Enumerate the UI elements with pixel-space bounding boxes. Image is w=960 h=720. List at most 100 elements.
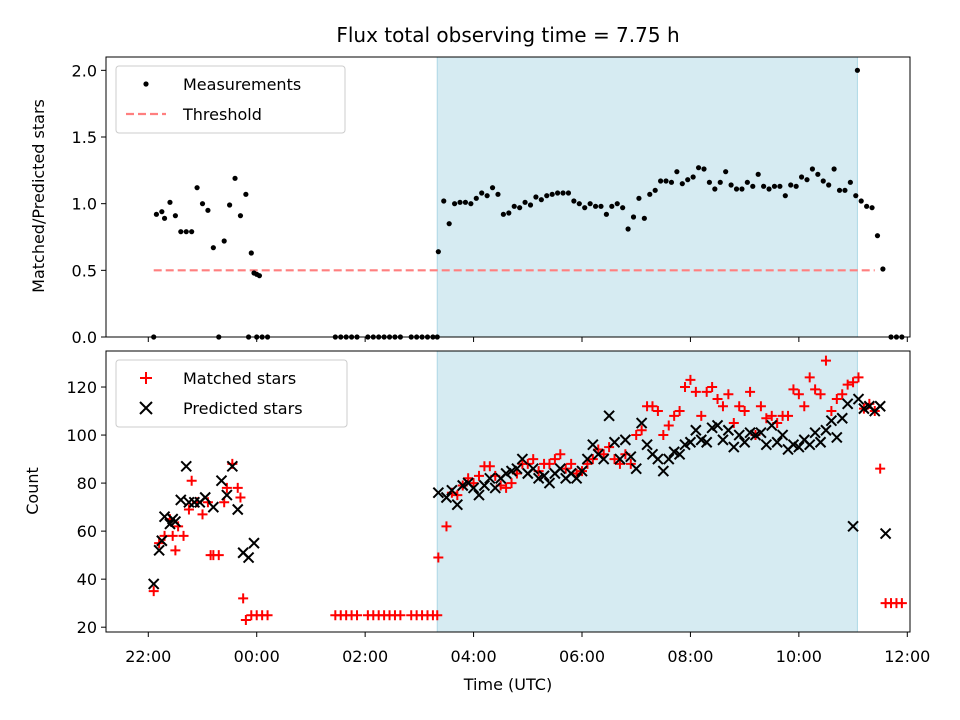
data-point (848, 377, 859, 388)
data-point (825, 414, 838, 427)
data-point (684, 436, 697, 448)
data-point (847, 520, 859, 533)
data-point (712, 186, 718, 192)
data-point (619, 434, 632, 446)
y-tick-label: 60 (77, 522, 97, 541)
data-point (711, 419, 724, 432)
data-point (522, 199, 528, 205)
data-point (232, 175, 238, 181)
data-point (167, 199, 173, 205)
data-point (495, 191, 501, 197)
data-point (441, 198, 447, 204)
data-point (180, 460, 192, 472)
legend: Matched stars Predicted stars (115, 359, 348, 428)
data-point (788, 182, 794, 188)
data-point (435, 249, 441, 255)
data-point (669, 410, 680, 421)
legend-marker (140, 372, 152, 384)
axes-frame (105, 56, 911, 338)
data-point (189, 229, 195, 235)
data-point (215, 474, 228, 487)
x-tick-label: 02:00 (342, 647, 388, 666)
data-point (462, 199, 469, 205)
data-point (254, 271, 260, 277)
data-point (728, 418, 739, 429)
data-point (467, 482, 480, 494)
data-point (820, 178, 826, 184)
data-point (451, 499, 464, 511)
data-point (148, 586, 159, 597)
data-point (570, 472, 583, 484)
data-point (432, 486, 445, 499)
data-point (706, 179, 713, 185)
data-point (793, 183, 799, 189)
data-point (852, 393, 865, 405)
data-point (592, 203, 599, 209)
data-point (170, 545, 181, 556)
data-point (538, 470, 550, 482)
data-point (560, 463, 571, 474)
data-point (549, 191, 555, 197)
data-point (820, 424, 832, 436)
y-tick-label: 20 (77, 618, 97, 637)
data-point (479, 190, 485, 196)
data-point (473, 195, 479, 201)
data-point (593, 444, 604, 455)
data-point (608, 436, 621, 448)
data-point (760, 438, 773, 451)
data-point (484, 472, 496, 484)
data-point (635, 417, 648, 429)
x-tick-label: 10:00 (776, 647, 822, 666)
data-point (776, 429, 789, 441)
data-point (668, 179, 675, 185)
data-point (636, 425, 647, 436)
data-point (555, 190, 561, 196)
data-point (771, 183, 778, 189)
data-point (831, 431, 843, 444)
top-y-axis-label: Matched/Predicted stars (29, 99, 48, 293)
data-point (722, 424, 735, 436)
data-point (468, 478, 479, 489)
data-point (652, 187, 658, 193)
data-point (864, 203, 870, 209)
data-point (810, 384, 821, 395)
data-point (690, 174, 696, 180)
data-point (240, 614, 251, 625)
data-point (793, 441, 805, 453)
data-point (243, 191, 249, 197)
data-point (620, 205, 626, 211)
data-point (167, 530, 178, 541)
data-point (582, 205, 588, 211)
data-point (544, 458, 555, 469)
data-point (598, 203, 604, 209)
bottom-y-axis-label: Count (23, 467, 42, 515)
data-point (433, 552, 444, 563)
data-point (826, 182, 832, 188)
data-point (352, 610, 363, 621)
data-point (432, 610, 443, 621)
data-point (489, 185, 496, 191)
legend-label: Predicted stars (183, 399, 303, 418)
data-point (484, 193, 490, 199)
data-point (782, 193, 788, 199)
data-point (696, 410, 707, 421)
data-point (237, 213, 244, 219)
data-point (625, 458, 636, 469)
data-point (560, 190, 566, 196)
data-point (880, 266, 886, 272)
data-point (511, 462, 523, 475)
data-point (210, 245, 216, 251)
x-axis-label: Time (UTC) (463, 675, 552, 694)
data-point (227, 202, 233, 208)
data-point (658, 430, 669, 441)
data-point (874, 233, 881, 239)
data-point (207, 501, 220, 513)
data-point (755, 171, 761, 177)
data-point (761, 413, 772, 424)
data-point (738, 436, 751, 448)
data-point (262, 610, 273, 621)
data-point (452, 490, 463, 501)
data-point (576, 465, 588, 477)
data-point (734, 401, 745, 412)
